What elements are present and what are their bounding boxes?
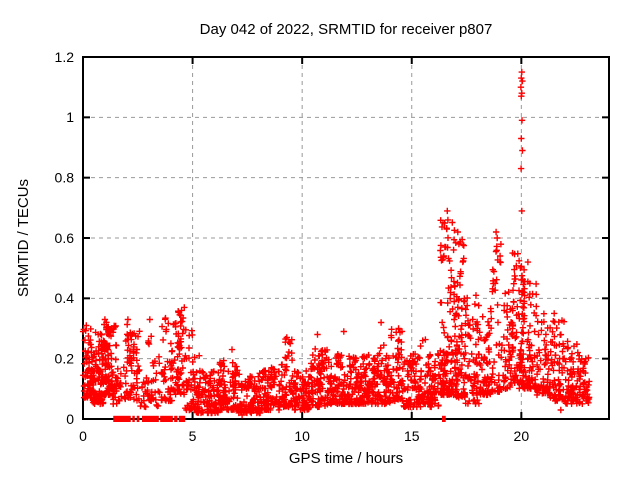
scatter-points-layer — [80, 68, 593, 419]
zero-line-flag-markers — [113, 415, 446, 422]
zero-flag-segment — [180, 415, 184, 422]
y-axis-label: SRMTID / TECUs — [15, 179, 32, 297]
zero-flag-segment — [113, 415, 131, 422]
scatter-plus-markers — [80, 68, 593, 419]
y-tick-label: 1 — [66, 109, 74, 125]
x-axis-label: GPS time / hours — [289, 450, 403, 467]
zero-flag-segment — [136, 415, 140, 422]
y-tick-label: 0.4 — [55, 290, 75, 306]
zero-flag-segment — [160, 415, 173, 422]
x-tick-label: 5 — [189, 428, 197, 444]
y-tick-label: 0.2 — [55, 351, 75, 367]
x-tick-label: 20 — [514, 428, 530, 444]
tick-labels: 0 5 10 15 20 0 0.2 0.4 0.6 0.8 1 1.2 — [55, 49, 530, 444]
y-tick-label: 0.6 — [55, 230, 75, 246]
zero-flag-segment — [132, 415, 135, 422]
zero-flag-segment — [174, 415, 178, 422]
x-tick-label: 10 — [294, 428, 310, 444]
zero-flag-segment — [178, 415, 182, 422]
x-tick-label: 0 — [79, 428, 87, 444]
zero-flag-segment — [441, 415, 446, 422]
y-tick-label: 0.8 — [55, 170, 75, 186]
zero-flag-segment — [141, 415, 159, 422]
chart-title: Day 042 of 2022, SRMTID for receiver p80… — [200, 21, 493, 38]
x-tick-label: 15 — [404, 428, 420, 444]
y-tick-label: 1.2 — [55, 49, 75, 65]
y-tick-label: 0 — [66, 411, 74, 427]
zero-flag-segment — [182, 415, 186, 422]
